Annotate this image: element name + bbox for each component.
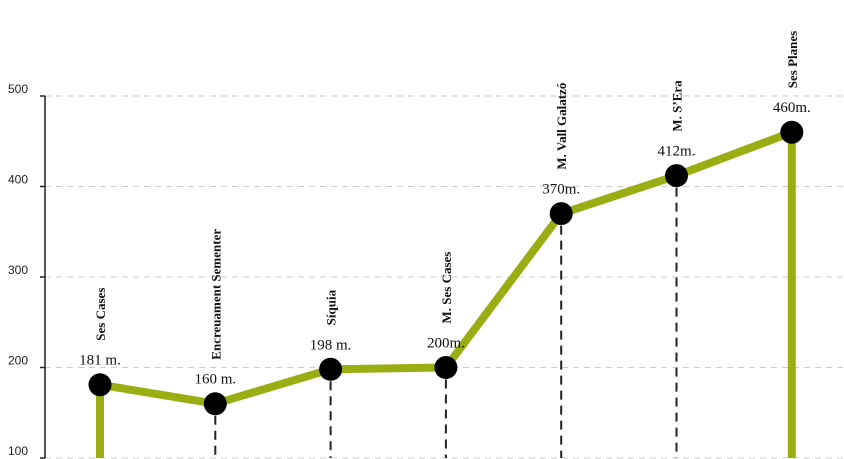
station-marker <box>549 202 573 226</box>
elevation-label: 181 m. <box>79 353 121 369</box>
elevation-label: 160 m. <box>194 372 236 388</box>
station-name-label: M. Ses Cases <box>439 252 454 324</box>
station-marker <box>203 392 227 416</box>
station-name-label: M. Vall Galatzó <box>554 83 569 170</box>
station-marker <box>780 120 804 144</box>
station-marker <box>88 373 112 397</box>
station-markers <box>88 120 804 416</box>
station-name-labels: Ses Cases Encreuament Sementer Síquia M. Se… <box>93 31 800 360</box>
elevation-label: 198 m. <box>310 337 352 353</box>
y-tick-label: 300 <box>8 263 28 277</box>
station-name-label: Ses Planes <box>785 31 800 88</box>
y-tick-label: 200 <box>8 354 28 368</box>
station-marker <box>434 356 458 379</box>
y-tick-label: 500 <box>8 82 28 96</box>
y-axis-ticks: 100 200 300 400 500 <box>8 82 45 459</box>
drop-lines <box>214 187 678 458</box>
station-marker <box>665 164 688 188</box>
elevation-label: 412m. <box>658 144 696 160</box>
station-name-label: M. S’Era <box>670 80 685 132</box>
elevation-label: 200m. <box>427 336 465 352</box>
station-name-label: Encreuament Sementer <box>208 229 223 360</box>
y-tick-label: 400 <box>8 173 28 187</box>
station-name-label: Ses Cases <box>93 288 108 341</box>
elevation-label: 460m. <box>773 100 811 116</box>
station-marker <box>319 357 343 381</box>
station-name-label: Síquia <box>324 289 339 325</box>
y-tick-label: 100 <box>8 444 28 458</box>
grid-lines <box>45 95 844 459</box>
elevation-label: 370m. <box>542 182 580 198</box>
elevation-labels: 181 m. 160 m. 198 m. 200m. 370m. 412m. 460m. <box>79 100 811 388</box>
